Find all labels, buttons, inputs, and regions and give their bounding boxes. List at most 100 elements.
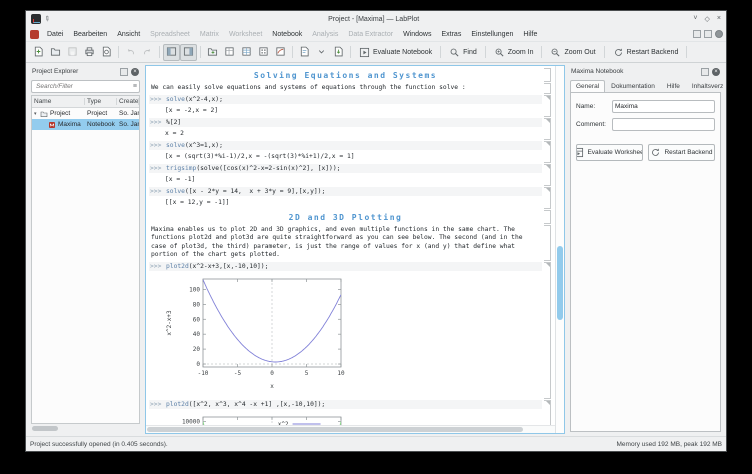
name-field[interactable] <box>612 100 715 113</box>
button-label: Zoom In <box>507 48 534 56</box>
child-minimize-icon[interactable] <box>704 30 712 38</box>
zoom-out-button[interactable]: Zoom Out <box>545 44 600 60</box>
toggle-project-explorer-button[interactable] <box>163 43 180 61</box>
menu-item-einstellungen[interactable]: Einstellungen <box>471 30 514 38</box>
code-keyword: plot2d <box>166 262 189 270</box>
search-box: ≡ <box>31 80 140 93</box>
properties-dock: Maxima Notebook × General Dokumentation Hi… <box>568 65 723 434</box>
toolbar-separator <box>686 46 688 58</box>
column-header-type[interactable]: Type <box>85 98 117 105</box>
notebook-input-cell[interactable]: >>> solve (x^2-4,x); <box>149 94 542 104</box>
find-button[interactable]: Find <box>444 44 482 60</box>
status-message: Project successfully opened (in 0.405 se… <box>30 440 168 448</box>
pin-icon: ✎ <box>42 14 52 24</box>
tree-header: NameTypeCreated <box>32 96 139 108</box>
properties-header[interactable]: Maxima Notebook × <box>568 65 723 78</box>
notebook-content[interactable]: Solving Equations and Systems We can easi… <box>146 66 555 425</box>
tab-dokumentation[interactable]: Dokumentation <box>611 83 655 90</box>
scrollbar-handle[interactable] <box>557 246 563 320</box>
notebook-input-cell[interactable]: >>> solve ([x - 2*y = 14, x + 3*y = 9],[x,… <box>149 186 542 196</box>
tree-row-maxima[interactable]: Maxima Notebook So. Jan. 2 18: <box>32 119 139 130</box>
new-folder-icon <box>207 46 218 59</box>
new-folder-button[interactable] <box>204 44 221 61</box>
filter-options-icon[interactable]: ≡ <box>132 83 137 90</box>
child-close-icon[interactable] <box>715 30 723 38</box>
menu-item-notebook[interactable]: Notebook <box>272 30 303 38</box>
field-name: Name: <box>576 100 715 113</box>
evaluate-worksheet-button[interactable]: Evaluate Worksheet <box>576 144 643 161</box>
titlebar: ✎ Project - [Maxima] — LabPlot ˅ ◇ × <box>26 11 726 27</box>
menu-item-ansicht[interactable]: Ansicht <box>117 30 141 38</box>
cell-body: >>> solve (x^3=1,x); [x = (sqrt(3)*%i-1)/2,… <box>149 140 542 163</box>
new-worksheet-button[interactable] <box>272 44 289 61</box>
cell-body: >>> plot2d ([x^2, x^3, x^4 -x +1] ,[x,-10,… <box>149 399 542 425</box>
notebook-input-cell[interactable]: >>> %[2] <box>149 117 542 127</box>
print-button[interactable] <box>81 44 98 61</box>
float-dock-icon[interactable] <box>701 67 709 76</box>
new-matrix-button[interactable] <box>255 44 272 61</box>
notebook-input-cell[interactable]: >>> trigsimp (solve([cos(x)^2-x=2-sin(x)^2… <box>149 163 542 173</box>
evaluate-notebook-button[interactable]: Evaluate Notebook <box>354 44 437 60</box>
notebook-output-cell: [x = -2,x = 2] <box>165 106 219 114</box>
svg-text:-10: -10 <box>198 370 209 377</box>
close-dock-icon[interactable]: × <box>712 67 720 76</box>
zoom-in-button[interactable]: Zoom In <box>489 44 539 60</box>
new-spreadsheet-button[interactable] <box>238 44 255 61</box>
tree-item-label: Maxima <box>58 121 81 128</box>
toggle-properties-explorer-button[interactable] <box>180 43 197 61</box>
menu-item-extras[interactable]: Extras <box>441 30 462 38</box>
restart-backend-icon <box>650 147 661 158</box>
toggle-properties-explorer-icon <box>183 46 194 59</box>
toolbar-separator <box>603 46 605 58</box>
menu-item-worksheet: Worksheet <box>228 30 263 38</box>
project-explorer-header[interactable]: Project Explorer × <box>29 65 142 78</box>
tab-hilfe[interactable]: Hilfe <box>666 83 680 90</box>
notebook-cell-group: 2D and 3D Plotting <box>149 209 551 224</box>
scrollbar-handle[interactable] <box>147 427 524 432</box>
code-text: %[2] <box>166 118 182 126</box>
project-explorer-hscrollbar[interactable] <box>31 425 140 432</box>
notebook-input-cell[interactable]: >>> solve (x^3=1,x); <box>149 140 542 150</box>
cell-body: Maxima enables us to plot 2D and 3D grap… <box>149 225 542 261</box>
folder-icon <box>40 110 48 118</box>
notebook-input-cell[interactable]: >>> plot2d (x^2-x+3,[x,-10,10]); <box>149 261 542 271</box>
notebook-hscrollbar[interactable] <box>146 425 555 433</box>
column-header-name[interactable]: Name <box>32 98 85 105</box>
menu-item-datei[interactable]: Datei <box>47 30 64 38</box>
new-workbook-button[interactable] <box>221 44 238 61</box>
open-project-button[interactable] <box>47 44 64 61</box>
maximize-icon[interactable]: ◇ <box>704 16 710 23</box>
app-menu-icon[interactable] <box>30 29 39 39</box>
notebook-input-cell[interactable]: >>> plot2d ([x^2, x^3, x^4 -x +1] ,[x,-10,… <box>149 399 542 409</box>
column-header-created[interactable]: Created <box>119 98 139 105</box>
menu-item-bearbeiten[interactable]: Bearbeiten <box>73 30 108 38</box>
cell-bracket <box>544 399 551 425</box>
print-preview-button[interactable] <box>98 44 115 61</box>
tree-row-project[interactable]: ▾ Project Project So. Jan. 2 18: <box>32 108 139 119</box>
new-project-button[interactable] <box>30 44 47 61</box>
tree-cell-type: Notebook <box>87 121 115 128</box>
child-restore-icon[interactable] <box>693 30 701 38</box>
import-file-button[interactable] <box>330 44 347 61</box>
minimize-icon[interactable]: ˅ <box>693 15 698 22</box>
notebook-vscrollbar[interactable] <box>555 66 564 433</box>
restart-backend-button[interactable]: Restart Backend <box>608 44 684 60</box>
notebook-cell-group: >>> %[2] x = 2 <box>149 117 551 140</box>
close-dock-icon[interactable]: × <box>131 67 139 76</box>
scrollbar-handle[interactable] <box>32 426 58 431</box>
expander-icon[interactable]: ▾ <box>34 110 37 117</box>
search-input[interactable] <box>34 82 133 91</box>
restart-backend-button[interactable]: Restart Backend <box>648 144 715 161</box>
evaluate-worksheet-icon <box>577 147 584 158</box>
undo-icon <box>125 46 136 59</box>
menu-item-hilfe[interactable]: Hilfe <box>523 30 538 38</box>
svg-text:-5: -5 <box>234 370 242 377</box>
menu-item-windows[interactable]: Windows <box>403 30 432 38</box>
close-icon[interactable]: × <box>716 15 721 22</box>
float-dock-icon[interactable] <box>120 67 128 76</box>
chevron-down-button[interactable] <box>313 44 330 61</box>
tab-inhaltsverzeichn[interactable]: Inhaltsverzeichn <box>691 83 723 90</box>
toolbar-separator <box>350 46 351 58</box>
new-notebook-button[interactable] <box>296 44 313 61</box>
comment-field[interactable] <box>612 118 715 131</box>
